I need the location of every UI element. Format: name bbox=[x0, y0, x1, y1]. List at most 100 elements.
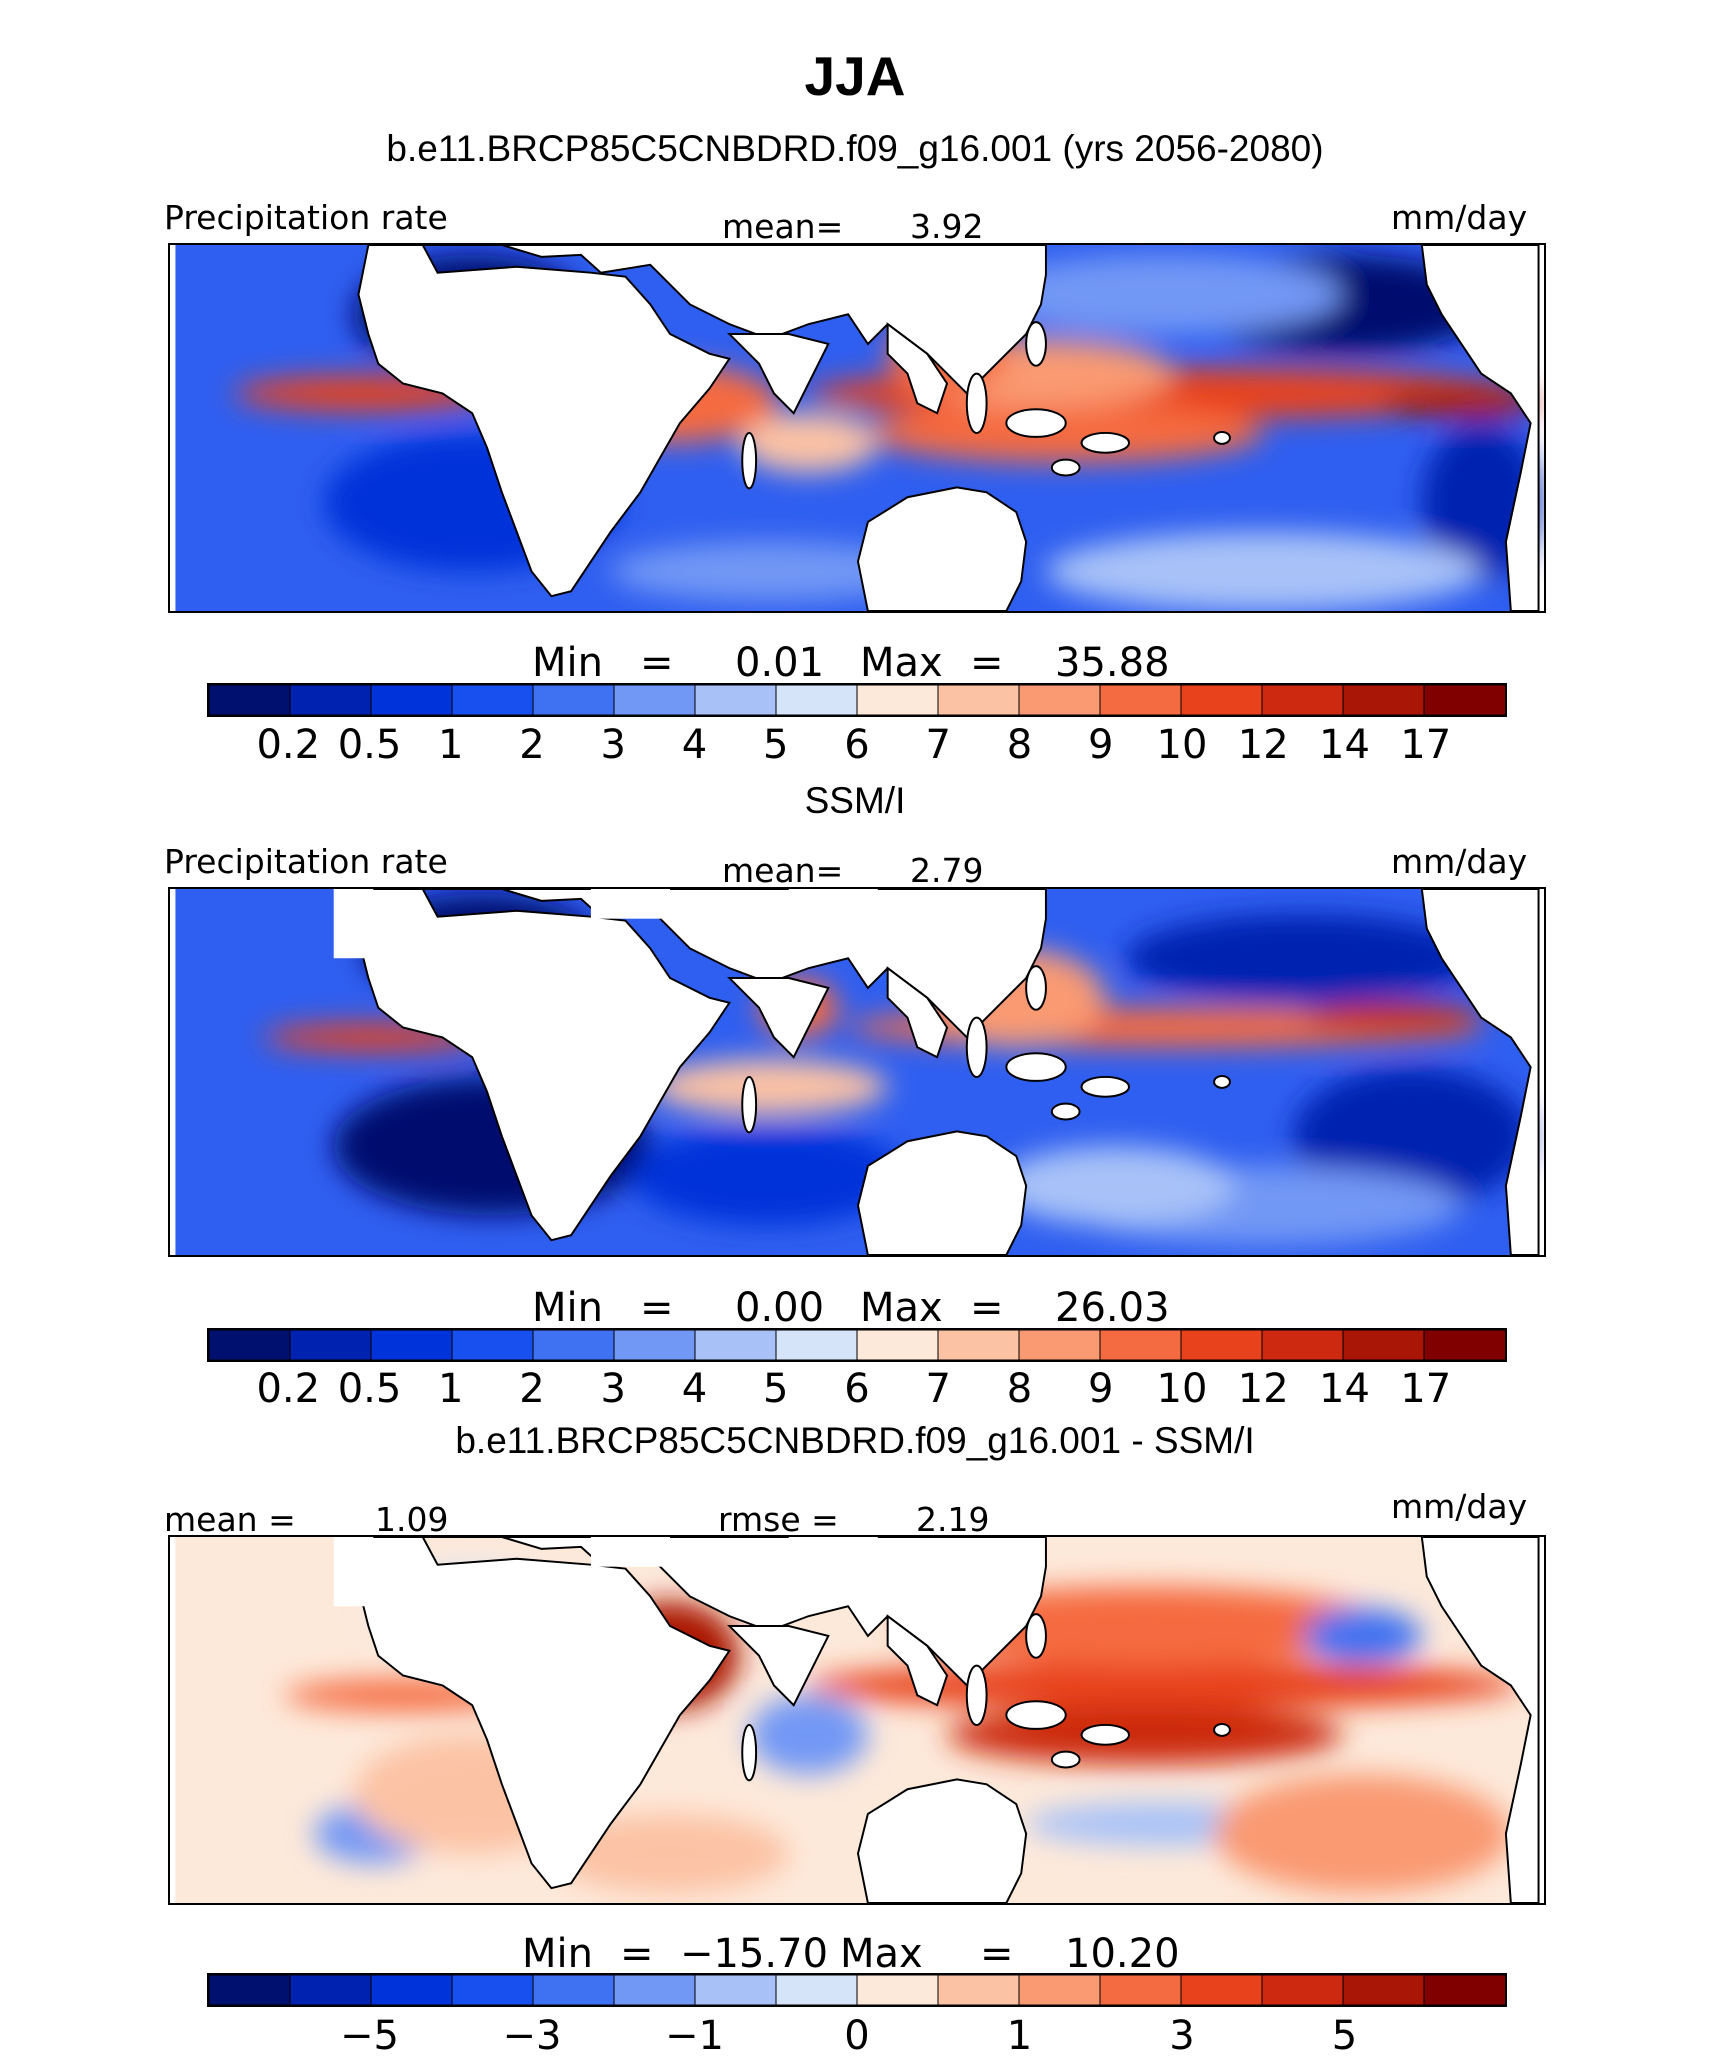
precip-region bbox=[867, 403, 1264, 463]
colorbar-tick-label: 0.2 bbox=[256, 1366, 321, 1412]
colorbar-tick-label: 1 bbox=[438, 1366, 464, 1412]
panel-1-min-value: 0.01 bbox=[735, 640, 825, 686]
colorbar-bin bbox=[209, 1330, 291, 1360]
panel-1-mean-value: 3.92 bbox=[910, 207, 984, 246]
colorbar-tick-label: 9 bbox=[1088, 722, 1114, 768]
colorbar-bin bbox=[937, 1330, 1020, 1360]
colorbar-bin bbox=[289, 1330, 372, 1360]
colorbar-tick-label: 8 bbox=[1006, 1366, 1033, 1412]
land-mass bbox=[1420, 889, 1540, 1255]
colorbar-bin bbox=[1099, 685, 1182, 715]
colorbar-bin bbox=[613, 685, 696, 715]
colorbar-tick-label: 17 bbox=[1400, 1366, 1452, 1412]
colorbar-bin bbox=[532, 1330, 615, 1360]
panel-3-rmse-value: 2.19 bbox=[916, 1500, 990, 1539]
precip-region bbox=[1303, 1608, 1422, 1664]
panel-2-colorbar bbox=[207, 1328, 1507, 1362]
colorbar-tick-label: 2 bbox=[519, 1366, 545, 1412]
precip-region bbox=[630, 1126, 908, 1226]
island bbox=[1025, 1613, 1047, 1659]
panel-3-min-eq: = bbox=[620, 1931, 654, 1977]
panel-2-min-eq: = bbox=[640, 1285, 674, 1331]
missing-data bbox=[1461, 928, 1531, 969]
colorbar-bin bbox=[694, 1330, 777, 1360]
colorbar-bin bbox=[370, 1330, 453, 1360]
missing-data bbox=[1461, 1576, 1531, 1617]
colorbar-bin bbox=[1342, 685, 1425, 715]
colorbar-tick-label: 12 bbox=[1237, 722, 1289, 768]
panel-1-max-label: Max bbox=[860, 640, 943, 686]
precip-region bbox=[996, 1146, 1234, 1226]
precip-region bbox=[749, 1695, 868, 1775]
colorbar-tick-label: 6 bbox=[844, 722, 870, 768]
colorbar-bin bbox=[1018, 685, 1101, 715]
panel-1-min-eq: = bbox=[640, 640, 674, 686]
colorbar-bin bbox=[856, 1330, 939, 1360]
colorbar-bin bbox=[1342, 1975, 1425, 2005]
colorbar-tick-label: 8 bbox=[1006, 722, 1033, 768]
colorbar-tick-label: −3 bbox=[502, 2013, 562, 2059]
colorbar-bin bbox=[1261, 1975, 1344, 2005]
missing-data bbox=[788, 889, 878, 929]
island bbox=[741, 1075, 758, 1134]
colorbar-bin bbox=[613, 1975, 696, 2005]
land-mass bbox=[727, 1625, 830, 1707]
colorbar-bin bbox=[856, 685, 939, 715]
colorbar-bin bbox=[451, 1975, 534, 2005]
land-mass bbox=[1420, 1537, 1540, 1903]
panel-2-max-eq: = bbox=[970, 1285, 1004, 1331]
colorbar-tick-label: 5 bbox=[763, 722, 789, 768]
colorbar-tick-label: 5 bbox=[763, 1366, 789, 1412]
panel-1-map bbox=[168, 243, 1546, 613]
panel-2-map bbox=[168, 887, 1546, 1257]
island bbox=[1025, 321, 1047, 367]
colorbar-bin bbox=[370, 1975, 453, 2005]
panel-3-heading: b.e11.BRCP85C5CNBDRD.f09_g16.001 - SSM/I bbox=[455, 1420, 1255, 1461]
colorbar-tick-label: 7 bbox=[925, 1366, 951, 1412]
island bbox=[741, 1723, 758, 1782]
precip-region bbox=[1303, 1003, 1482, 1032]
land-mass bbox=[886, 322, 949, 415]
land-mass bbox=[856, 1778, 1028, 1903]
island bbox=[1080, 1075, 1131, 1098]
panel-1-variable-label: Precipitation rate bbox=[164, 198, 448, 237]
panel-1-colorbar bbox=[207, 683, 1507, 717]
colorbar-tick-label: 4 bbox=[681, 1366, 708, 1412]
colorbar-tick-label: 14 bbox=[1319, 722, 1370, 768]
colorbar-bin bbox=[937, 685, 1020, 715]
panel-3-map bbox=[168, 1535, 1546, 1905]
island bbox=[965, 372, 988, 434]
land-mass bbox=[727, 977, 830, 1059]
panel-1-heading: b.e11.BRCP85C5CNBDRD.f09_g16.001 (yrs 20… bbox=[386, 128, 1324, 169]
missing-data bbox=[333, 1537, 374, 1607]
missing-data bbox=[590, 1537, 671, 1567]
colorbar-bin bbox=[1180, 685, 1263, 715]
colorbar-bin bbox=[694, 1975, 777, 2005]
colorbar-bin bbox=[1099, 1330, 1182, 1360]
colorbar-bin bbox=[613, 1330, 696, 1360]
panel-2-mean-value: 2.79 bbox=[910, 851, 984, 890]
colorbar-bin bbox=[1423, 1330, 1505, 1360]
island bbox=[1025, 965, 1047, 1011]
land-mass bbox=[422, 245, 1047, 395]
colorbar-tick-label: 14 bbox=[1319, 1366, 1370, 1412]
missing-data bbox=[788, 1537, 878, 1577]
land-mass bbox=[856, 486, 1028, 611]
land-mass bbox=[357, 245, 731, 598]
island bbox=[1005, 1052, 1067, 1082]
panel-3-rmse-label: rmse = bbox=[718, 1500, 839, 1539]
panel-2-mean-label: mean= bbox=[722, 851, 844, 890]
land-mass bbox=[422, 889, 1047, 1039]
island bbox=[741, 431, 758, 490]
colorbar-bin bbox=[1180, 1975, 1263, 2005]
land-mass bbox=[422, 1537, 1047, 1687]
precip-region bbox=[739, 413, 878, 473]
panel-3-max-label: Max bbox=[840, 1931, 923, 1977]
panel-3-mean-label: mean = bbox=[164, 1500, 296, 1539]
precip-region bbox=[1045, 531, 1482, 611]
colorbar-bin bbox=[694, 685, 777, 715]
precip-region bbox=[650, 1059, 888, 1115]
colorbar-bin bbox=[1180, 1330, 1263, 1360]
colorbar-bin bbox=[1423, 1975, 1505, 2005]
island bbox=[1213, 1074, 1231, 1089]
